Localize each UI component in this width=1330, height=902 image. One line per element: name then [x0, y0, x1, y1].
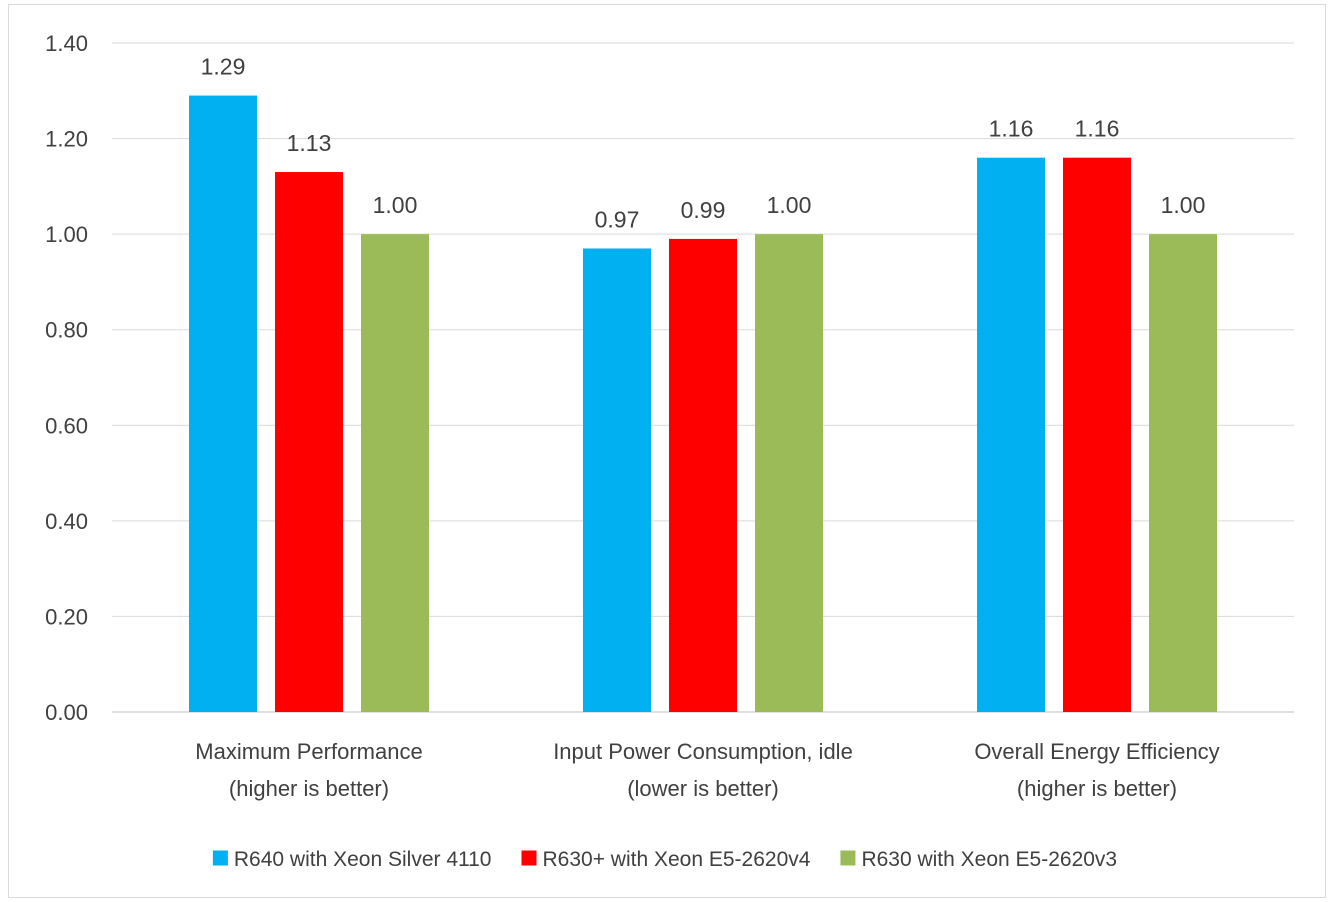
legend-swatch: [840, 850, 856, 866]
y-tick-label: 1.00: [45, 222, 88, 247]
y-tick-label: 0.20: [45, 604, 88, 629]
bar: [1149, 234, 1217, 712]
data-label: 1.13: [287, 130, 332, 156]
y-tick-label: 0.80: [45, 318, 88, 343]
x-tick-label: Overall Energy Efficiency: [974, 739, 1219, 764]
legend-swatch: [212, 850, 228, 866]
x-tick-label: (higher is better): [1017, 776, 1177, 801]
data-label: 0.99: [681, 197, 726, 223]
bar: [189, 95, 257, 713]
data-label: 1.29: [201, 54, 246, 80]
bar: [361, 234, 429, 712]
x-tick-label: Input Power Consumption, idle: [553, 739, 853, 764]
y-tick-label: 0.40: [45, 509, 88, 534]
y-tick-label: 0.60: [45, 413, 88, 438]
data-label: 1.00: [373, 192, 418, 218]
x-tick-label: (higher is better): [229, 776, 389, 801]
bar: [275, 172, 343, 712]
data-label: 1.16: [1075, 116, 1120, 142]
y-tick-label: 1.40: [45, 31, 88, 56]
legend-label: R630 with Xeon E5-2620v3: [861, 848, 1117, 871]
bar: [1063, 157, 1131, 712]
legend-label: R640 with Xeon Silver 4110: [234, 848, 492, 871]
bar: [977, 157, 1045, 712]
y-tick-label: 1.20: [45, 127, 88, 152]
data-label: 0.97: [595, 206, 640, 232]
data-label: 1.16: [989, 116, 1034, 142]
legend-swatch: [521, 850, 537, 866]
x-tick-label: Maximum Performance: [195, 739, 422, 764]
y-tick-label: 0.00: [45, 700, 88, 725]
data-label: 1.00: [1161, 192, 1206, 218]
x-tick-label: (lower is better): [627, 776, 779, 801]
bar: [583, 248, 651, 712]
legend-label: R630+ with Xeon E5-2620v4: [543, 848, 811, 871]
bar: [669, 238, 737, 712]
data-label: 1.00: [767, 192, 812, 218]
bar: [755, 234, 823, 712]
